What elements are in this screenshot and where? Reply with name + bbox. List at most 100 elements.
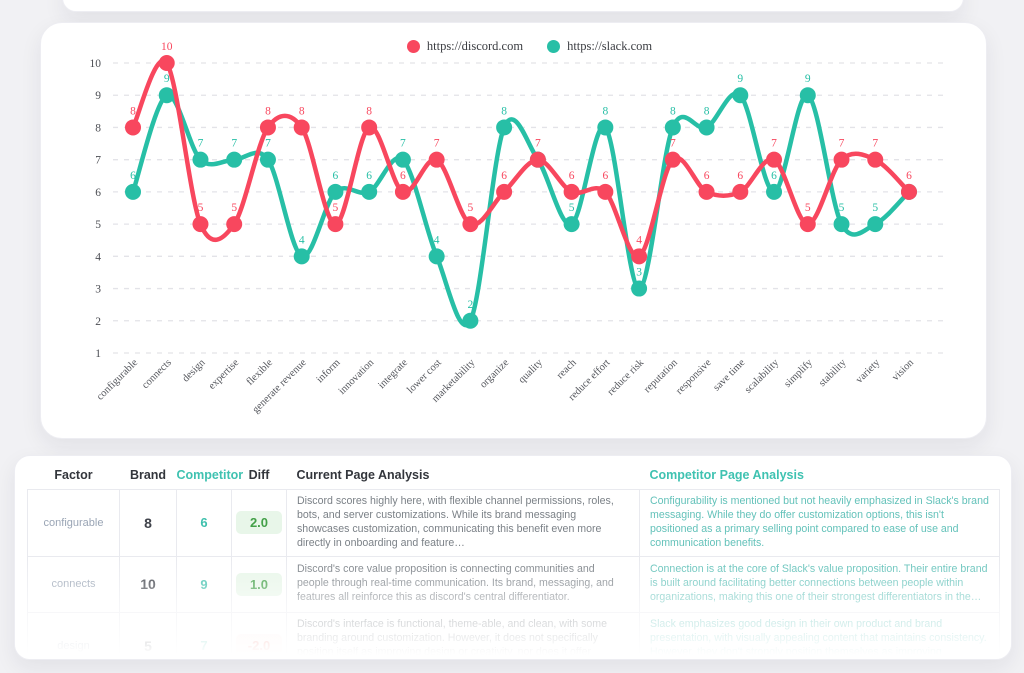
point-value-label: 8 bbox=[130, 105, 136, 117]
data-point-discord-quality[interactable] bbox=[529, 151, 546, 168]
point-value-label: 4 bbox=[299, 234, 305, 246]
point-value-label: 7 bbox=[231, 138, 237, 150]
data-point-slack-organize[interactable] bbox=[496, 119, 513, 136]
point-value-label: 5 bbox=[231, 202, 237, 214]
diff-badge: -2.0 bbox=[236, 634, 282, 658]
data-point-slack-reduce-effort[interactable] bbox=[597, 119, 614, 136]
y-tick-label: 2 bbox=[95, 316, 101, 328]
point-value-label: 2 bbox=[468, 299, 474, 311]
data-point-discord-reputation[interactable] bbox=[664, 151, 681, 168]
legend-item-discord[interactable]: https://discord.com bbox=[406, 39, 524, 54]
table-row: connects 10 9 1.0 Discord's core value propo… bbox=[27, 555, 1000, 613]
data-point-discord-organize[interactable] bbox=[496, 183, 513, 200]
series-line-slack bbox=[130, 91, 912, 328]
data-point-discord-inform[interactable] bbox=[327, 216, 344, 233]
data-point-slack-simplify[interactable] bbox=[799, 87, 816, 104]
y-tick-label: 6 bbox=[95, 187, 101, 199]
data-point-discord-generate-revenue[interactable] bbox=[293, 119, 310, 136]
point-value-label: 7 bbox=[265, 138, 271, 150]
point-value-label: 3 bbox=[636, 267, 642, 279]
data-point-discord-reach[interactable] bbox=[563, 183, 580, 200]
comparison-chart-card: 1 2 3 4 5 6 7 8 9 10 configurable connects design exp… bbox=[40, 22, 987, 439]
factor-cell: connects bbox=[27, 555, 120, 613]
data-point-discord-scalability[interactable] bbox=[766, 151, 783, 168]
competitor-analysis-cell: Configurability is mentioned but not hea… bbox=[639, 489, 1000, 557]
data-point-discord-design[interactable] bbox=[192, 216, 209, 233]
point-value-label: 7 bbox=[839, 138, 845, 150]
x-category-label: reduce risk bbox=[606, 357, 647, 398]
data-point-slack-inform[interactable] bbox=[327, 183, 344, 200]
data-point-slack-generate-revenue[interactable] bbox=[293, 248, 310, 265]
competitor-analysis-cell: Slack emphasizes good design in their ow… bbox=[639, 611, 1000, 659]
point-value-label: 6 bbox=[602, 170, 608, 182]
x-category-label: expertise bbox=[207, 357, 242, 392]
data-point-slack-flexible[interactable] bbox=[259, 151, 276, 168]
legend-item-slack[interactable]: https://slack.com bbox=[547, 39, 652, 54]
col-header-current-analysis: Current Page Analysis bbox=[296, 468, 430, 482]
data-point-discord-responsive[interactable] bbox=[698, 183, 715, 200]
point-value-label: 7 bbox=[198, 138, 204, 150]
point-value-label: 6 bbox=[737, 170, 743, 182]
point-value-label: 6 bbox=[569, 170, 575, 182]
point-value-label: 7 bbox=[434, 138, 440, 150]
legend-label: https://slack.com bbox=[567, 39, 653, 53]
factor-analysis-table: Factor Brand Competitor Diff Current Pag… bbox=[27, 461, 1000, 659]
data-point-slack-reduce-risk[interactable] bbox=[631, 280, 648, 297]
data-point-slack-connects[interactable] bbox=[158, 87, 175, 104]
data-point-discord-flexible[interactable] bbox=[259, 119, 276, 136]
y-tick-label: 1 bbox=[95, 348, 101, 360]
point-value-label: 9 bbox=[805, 73, 811, 85]
data-point-slack-lower-cost[interactable] bbox=[428, 248, 445, 265]
data-point-slack-responsive[interactable] bbox=[698, 119, 715, 136]
x-category-label: variety bbox=[854, 357, 883, 386]
data-point-slack-scalability[interactable] bbox=[766, 183, 783, 200]
point-value-label: 8 bbox=[265, 105, 271, 117]
x-category-label: configurable bbox=[95, 357, 141, 403]
data-point-discord-reduce-risk[interactable] bbox=[631, 248, 648, 265]
data-point-discord-simplify[interactable] bbox=[799, 216, 816, 233]
brand-vs-competitor-line-chart: 1 2 3 4 5 6 7 8 9 10 configurable connects design exp… bbox=[90, 41, 943, 416]
data-point-slack-variety[interactable] bbox=[867, 216, 884, 233]
data-point-discord-integrate[interactable] bbox=[394, 183, 411, 200]
data-point-discord-save-time[interactable] bbox=[732, 183, 749, 200]
data-point-discord-innovation[interactable] bbox=[361, 119, 378, 136]
y-tick-label: 7 bbox=[95, 155, 101, 167]
y-tick-label: 8 bbox=[95, 122, 101, 134]
data-point-slack-stability[interactable] bbox=[833, 216, 850, 233]
data-point-discord-variety[interactable] bbox=[867, 151, 884, 168]
data-point-discord-connects[interactable] bbox=[158, 55, 175, 71]
legend-label: https://discord.com bbox=[426, 39, 524, 53]
data-point-discord-vision[interactable] bbox=[901, 183, 917, 200]
current-analysis-cell: Discord scores highly here, with flexibl… bbox=[286, 489, 640, 557]
x-category-label: flexible bbox=[245, 357, 276, 388]
data-point-slack-reputation[interactable] bbox=[664, 119, 681, 136]
data-point-slack-innovation[interactable] bbox=[361, 183, 378, 200]
data-point-slack-save-time[interactable] bbox=[732, 87, 749, 104]
col-header-competitor-analysis: Competitor Page Analysis bbox=[649, 468, 804, 482]
y-tick-label: 3 bbox=[95, 284, 101, 296]
y-tick-label: 9 bbox=[95, 90, 101, 102]
data-point-discord-reduce-effort[interactable] bbox=[597, 183, 614, 200]
data-point-discord-expertise[interactable] bbox=[226, 216, 243, 233]
point-value-label: 5 bbox=[839, 202, 845, 214]
data-point-discord-stability[interactable] bbox=[833, 151, 850, 168]
data-point-slack-integrate[interactable] bbox=[394, 151, 411, 168]
data-point-slack-reach[interactable] bbox=[563, 216, 580, 233]
diff-badge: 2.0 bbox=[236, 511, 282, 535]
point-value-label: 7 bbox=[872, 138, 878, 150]
diff-cell: 2.0 bbox=[231, 489, 287, 557]
x-category-label: inform bbox=[315, 357, 343, 385]
brand-score-cell: 10 bbox=[119, 555, 177, 613]
point-value-label: 6 bbox=[906, 170, 912, 182]
data-point-discord-lower-cost[interactable] bbox=[428, 151, 445, 168]
x-category-label: scalability bbox=[743, 357, 782, 396]
data-point-discord-configurable[interactable] bbox=[125, 119, 141, 136]
data-point-discord-marketability[interactable] bbox=[462, 216, 479, 233]
competitor-score-cell: 9 bbox=[176, 555, 232, 613]
data-point-slack-configurable[interactable] bbox=[125, 183, 141, 200]
factor-cell: design bbox=[27, 611, 120, 659]
data-point-slack-design[interactable] bbox=[192, 151, 209, 168]
data-point-slack-expertise[interactable] bbox=[226, 151, 243, 168]
table-row: configurable 8 6 2.0 Discord scores highly h… bbox=[27, 489, 1000, 557]
data-point-slack-marketability[interactable] bbox=[462, 312, 479, 329]
